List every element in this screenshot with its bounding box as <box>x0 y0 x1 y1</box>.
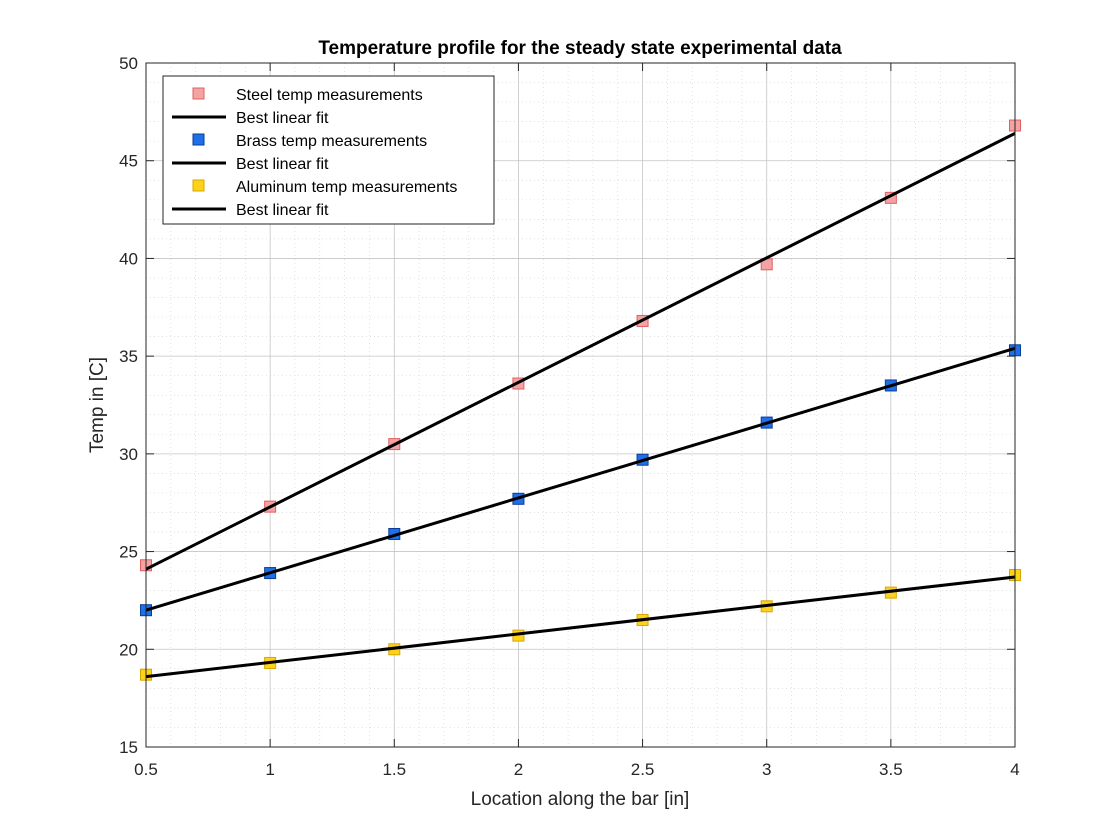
tick-marks <box>145 62 1016 748</box>
y-tick-label: 20 <box>119 640 138 659</box>
x-tick-label: 1.5 <box>382 760 406 779</box>
x-tick-label: 4 <box>1010 760 1019 779</box>
chart-title: Temperature profile for the steady state… <box>318 38 842 59</box>
legend-marker <box>192 179 205 192</box>
fit-line <box>145 575 1016 679</box>
y-tick-label: 45 <box>119 152 138 171</box>
x-axis-label: Location along the bar [in] <box>471 789 690 810</box>
y-axis-label: Temp in [C] <box>87 357 108 453</box>
y-tick-label: 30 <box>119 445 138 464</box>
x-tick-label: 3.5 <box>879 760 903 779</box>
y-tick-label: 25 <box>119 543 138 562</box>
legend-entry-label: Aluminum temp measurements <box>236 179 457 196</box>
x-tick-labels: 0.5 1 1.5 2 2.5 3 3.5 4 <box>134 760 1020 779</box>
y-tick-labels: 15 20 25 30 35 40 45 50 <box>119 54 138 757</box>
x-tick-label: 1 <box>265 760 274 779</box>
legend-entry-label: Best linear fit <box>236 202 329 219</box>
legend-box <box>162 75 495 225</box>
legend-entry-label: Brass temp measurements <box>236 133 427 150</box>
fit-line <box>145 346 1016 612</box>
y-tick-label: 35 <box>119 347 138 366</box>
y-tick-label: 15 <box>119 738 138 757</box>
fit-line <box>145 132 1016 571</box>
legend: Steel temp measurements Best linear fit Br… <box>162 75 495 225</box>
legend-entry-label: Best linear fit <box>236 156 329 173</box>
x-tick-label: 2.5 <box>631 760 655 779</box>
x-tick-label: 2 <box>514 760 523 779</box>
y-tick-label: 50 <box>119 54 138 73</box>
legend-entry-label: Steel temp measurements <box>236 87 423 104</box>
x-tick-label: 0.5 <box>134 760 158 779</box>
legend-marker <box>192 87 205 100</box>
y-tick-label: 40 <box>119 249 138 268</box>
legend-entry-label: Best linear fit <box>236 110 329 127</box>
legend-marker <box>192 133 205 146</box>
plot-frame <box>145 62 1016 748</box>
x-tick-label: 3 <box>762 760 771 779</box>
